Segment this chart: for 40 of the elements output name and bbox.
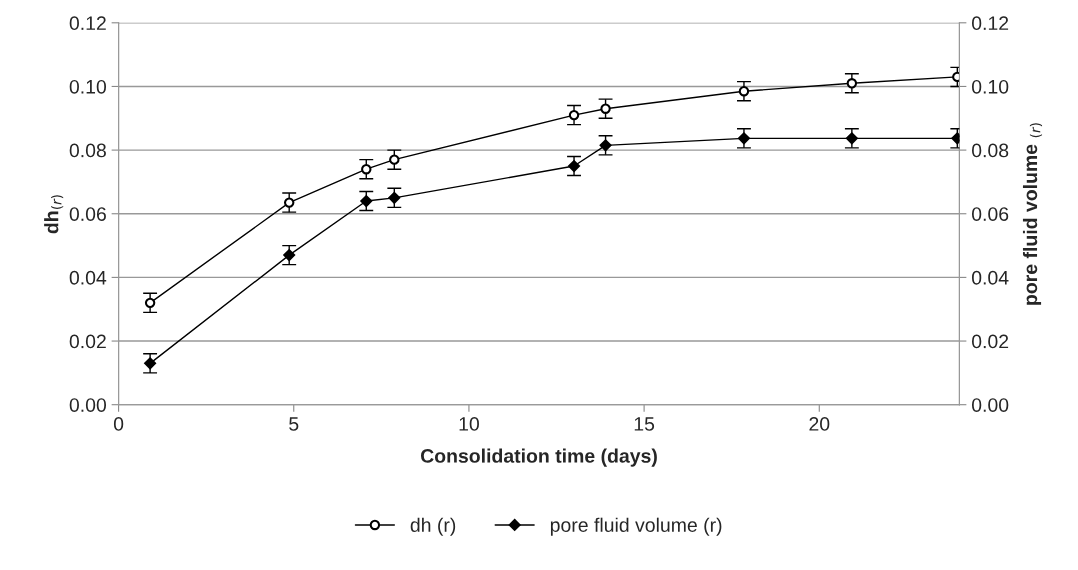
point [846,78,858,89]
point [389,154,400,165]
y2-tick-label: 0.08 [971,143,1009,158]
y2-tick-label: 0.06 [971,207,1009,221]
point [738,86,750,97]
y2-tick-label: 0.00 [971,398,1009,412]
point [600,103,611,114]
point [568,160,580,172]
legend-label: dh (r) [410,517,456,536]
point [568,109,580,121]
x-tick-label: 15 [634,417,655,431]
y-tick-label: 0.00 [69,398,107,412]
x-tick-label: 0 [113,417,124,431]
x-tick-label: 10 [459,417,479,431]
point [361,163,372,175]
y-axis-title: dh$_{(r)}$ [44,195,64,234]
point [144,357,157,370]
y2-tick-label: 0.12 [971,16,1009,31]
point [738,132,750,145]
y-tick-label: 0.06 [69,207,106,221]
y2-tick-label: 0.10 [971,79,1009,94]
legend-label: pore fluid volume (r) [550,517,722,536]
point [845,132,858,145]
y-tick-label: 0.12 [69,16,106,31]
y2-tick-label: 0.02 [971,334,1009,349]
x-tick-label: 20 [809,417,830,431]
point [283,249,296,262]
y-tick-label: 0.08 [69,143,106,158]
y-tick-label: 0.02 [69,334,106,349]
y2-tick-label: 0.04 [971,270,1009,285]
point [388,191,401,204]
point [144,297,156,309]
y2-axis-title: pore fluid volume $_{(r)}$ [1022,123,1043,305]
point [283,197,295,208]
y-tick-label: 0.04 [69,270,107,285]
point [599,139,612,152]
x-tick-label: 5 [289,417,299,431]
y-tick-label: 0.10 [69,79,107,94]
x-axis-title: Consolidation time (days) [420,448,657,467]
point [360,195,373,207]
